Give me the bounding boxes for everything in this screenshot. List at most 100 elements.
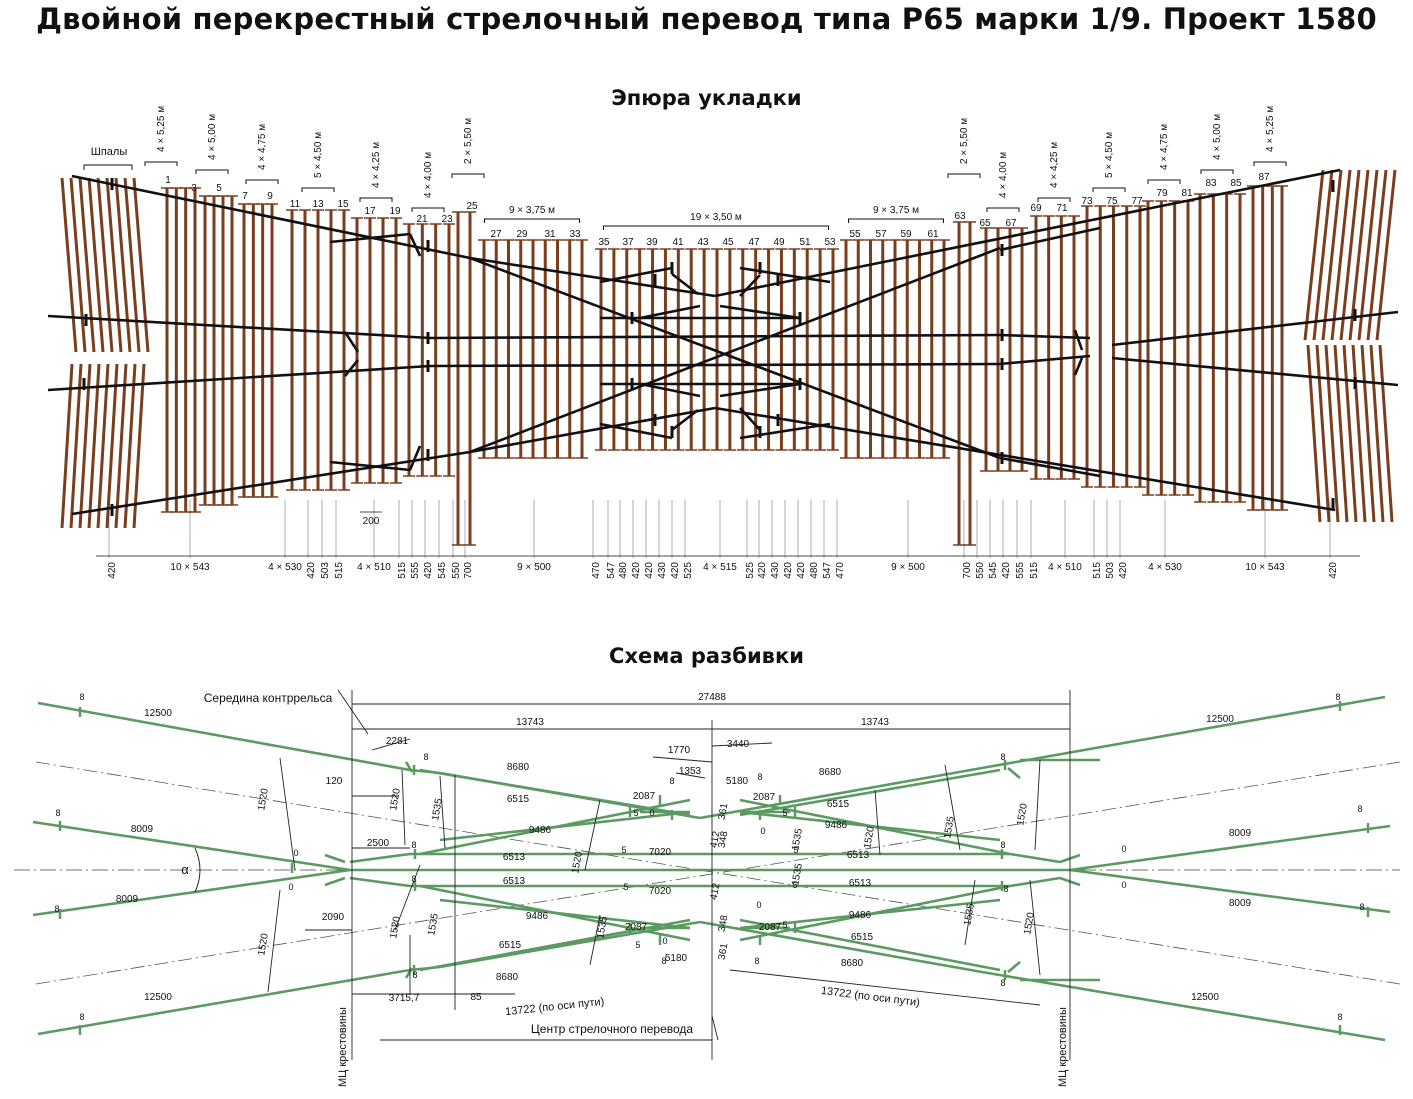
sleeper-number: 13 [312, 199, 324, 210]
sleeper-number: 15 [337, 199, 349, 210]
label-5: 5 [623, 882, 628, 892]
right-top-bundle-sleeper [1357, 169, 1379, 341]
dimension-line [711, 742, 773, 747]
rail-line [47, 364, 431, 392]
sleepers-label: Шпалы [91, 146, 128, 158]
sleeper-group-label: 4 × 5,25 м [156, 106, 167, 152]
dim-2090: 2090 [322, 912, 345, 923]
sleeper [494, 240, 498, 458]
sleepers-layer [60, 169, 1397, 546]
right-bottom-bundle-sleeper [1342, 344, 1358, 523]
sleeper [165, 188, 169, 512]
sleeper [844, 240, 848, 458]
sleeper [184, 188, 188, 512]
sleeper [242, 204, 246, 497]
label-8: 8 [1000, 978, 1005, 988]
spacing-label: 547 [822, 562, 833, 579]
rail-line [671, 408, 699, 432]
spacing-label: 700 [463, 562, 474, 579]
sleeper-number: 59 [900, 229, 912, 240]
sleeper-number: 45 [722, 237, 734, 248]
track-line [981, 695, 1386, 770]
sleeper [261, 204, 265, 497]
dim-1520: 1520 [256, 787, 271, 811]
sleeper [434, 224, 438, 476]
dim-9486: 9486 [849, 910, 872, 921]
track-line [419, 768, 691, 817]
sleeper-group-label: 4 × 4,00 м [998, 152, 1009, 198]
rail-line [343, 359, 360, 377]
dimension-line [589, 914, 601, 966]
sleeper [1098, 206, 1102, 487]
rail-line [639, 382, 701, 398]
track-line [1009, 852, 1061, 864]
sleeper [420, 224, 424, 476]
spacing-label: 525 [745, 562, 756, 579]
sleeper [519, 240, 523, 458]
sleeper-number: 37 [622, 237, 634, 248]
label-0: 0 [288, 882, 293, 892]
sleeper [1047, 216, 1051, 479]
spacing-label: 515 [1029, 562, 1040, 579]
label-8: 8 [1357, 804, 1362, 814]
dim-mid: 412 [709, 830, 723, 849]
spacing-label: 10 × 543 [170, 562, 210, 573]
sleepers-bracket [83, 164, 133, 170]
sleeper [580, 240, 584, 458]
sleeper-number: 35 [598, 237, 610, 248]
sleeper [1225, 194, 1229, 502]
group-bracket [1092, 187, 1126, 192]
rail-line [714, 406, 1336, 512]
spacing-label: 420 [107, 562, 118, 579]
sleeper-number: 53 [824, 237, 836, 248]
sleeper [1251, 186, 1255, 510]
rail-line [469, 406, 716, 454]
rail-line [343, 331, 360, 353]
sleeper-group-label: 5 × 4,50 м [313, 132, 324, 178]
sleeper [447, 224, 451, 476]
dimension-line [964, 879, 976, 946]
dim-8680: 8680 [819, 767, 842, 778]
scheme-layer [14, 689, 1401, 1060]
sleeper [468, 212, 472, 545]
spacing-label: 4 × 510 [357, 562, 391, 573]
right-bottom-bundle-sleeper [1306, 344, 1322, 523]
sleeper-number: 63 [954, 211, 966, 222]
sleeper [568, 240, 572, 458]
rail-line [469, 246, 1001, 454]
dim-mid: 361 [717, 802, 731, 821]
dimension-line [675, 772, 706, 779]
sleeper [689, 249, 693, 450]
track-line [439, 810, 691, 842]
sleeper-number: 73 [1081, 196, 1093, 207]
label-0: 0 [1121, 880, 1126, 890]
dim-2087: 2087 [633, 791, 656, 802]
sleeper-number: 85 [1230, 178, 1242, 189]
dim-6515: 6515 [827, 799, 850, 810]
sleeper-number: 33 [569, 229, 581, 240]
dim-1535: 1535 [430, 797, 445, 821]
group-bracket [947, 173, 981, 178]
left-bottom-bundle-sleeper [105, 363, 119, 529]
sleeper-number: 27 [490, 229, 502, 240]
track-line [324, 876, 346, 887]
spacing-label: 420 [1118, 562, 1129, 579]
rail-line [719, 304, 801, 320]
dim-1353: 1353 [679, 766, 702, 777]
sleeper-number: 75 [1106, 196, 1118, 207]
sleeper-group-label: 2 × 5,50 м [463, 118, 474, 164]
sleeper-number: 31 [544, 229, 556, 240]
dim-9486: 9486 [529, 825, 552, 836]
dim-8009: 8009 [1229, 828, 1252, 839]
sleeper [599, 249, 603, 450]
spacing-label: 420 [1001, 562, 1012, 579]
label-0: 0 [662, 936, 667, 946]
sleeper [507, 240, 510, 458]
sleeper [869, 240, 872, 458]
dim-6515: 6515 [507, 794, 530, 805]
left-bottom-bundle-sleeper [60, 363, 74, 529]
sleeper-group-label: 19 × 3,50 м [690, 212, 742, 223]
sleeper [329, 210, 333, 490]
sleeper-number: 69 [1030, 203, 1042, 214]
sleeper-number: 43 [697, 237, 709, 248]
